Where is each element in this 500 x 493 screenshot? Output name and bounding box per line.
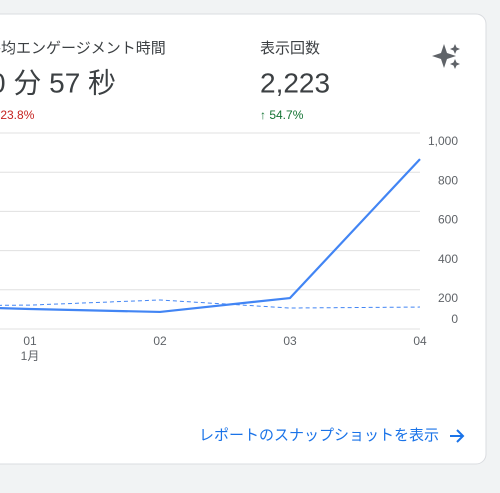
metric-change: ↓ 23.8%	[0, 108, 35, 122]
metric-value: 2,223	[260, 67, 330, 98]
y-tick-label: 600	[438, 213, 458, 227]
card	[0, 13, 487, 465]
metric-label: 平均エンゲージメント時間	[0, 40, 166, 57]
y-tick-label: 1,000	[428, 134, 458, 148]
insights-icon[interactable]	[432, 44, 460, 69]
x-tick-label: 03	[283, 334, 297, 348]
metric-value: 0 分 57 秒	[0, 67, 116, 98]
previous-period-line	[0, 299, 421, 309]
snapshot-link[interactable]: レポートのスナップショットを表示	[199, 427, 439, 444]
y-tick-label: 400	[438, 252, 458, 266]
x-month-label: 1月	[21, 349, 40, 363]
x-tick-label: 04	[413, 334, 427, 348]
metric-change: ↑ 54.7%	[260, 108, 304, 122]
y-tick-label: 200	[438, 291, 458, 305]
x-tick-label: 02	[153, 334, 167, 348]
y-tick-label: 0	[451, 312, 458, 326]
current-period-line	[0, 158, 421, 314]
link-arrow[interactable]	[450, 429, 465, 443]
x-tick-label: 01	[23, 334, 37, 348]
metric-label: 表示回数	[260, 40, 320, 57]
y-tick-label: 800	[438, 173, 458, 187]
